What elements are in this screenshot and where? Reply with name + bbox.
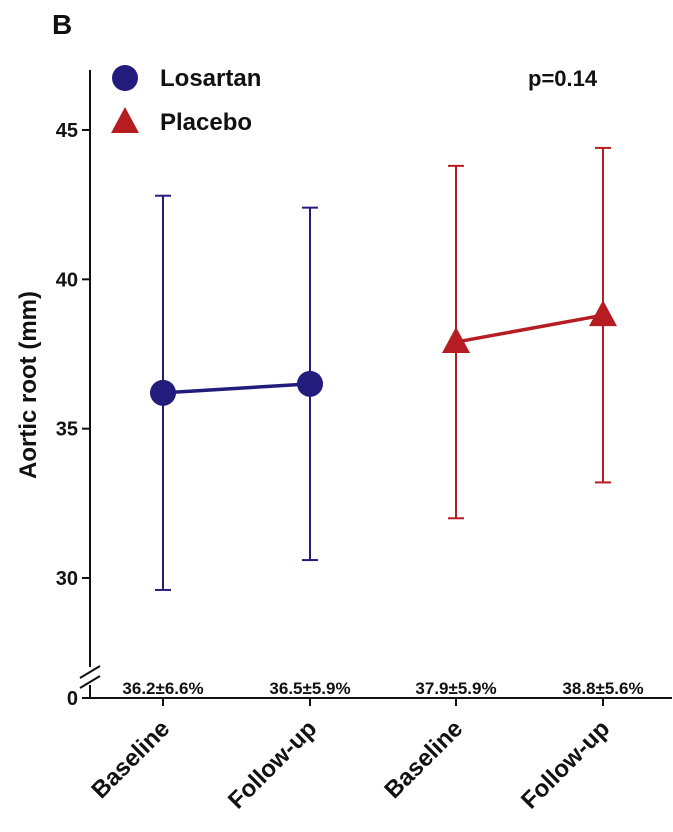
y-tick-label: 35 [56,419,78,441]
legend-item-losartan: Losartan [112,65,261,92]
series-layer: 36.2±6.6% 36.5±5.9% 37.9±5.9% 38.8±5.6% [122,146,644,698]
data-label: 36.2±6.6% [122,679,203,698]
axes: 0 30 35 40 45 Baseline Follow-up Baseline Follow… [56,70,672,814]
legend-label: Placebo [160,109,252,136]
x-tick-label: Follow-up [516,715,615,814]
legend-label: Losartan [160,65,261,92]
series-line [162,382,311,395]
axis-break-mark [79,665,101,679]
x-tick-label: Follow-up [223,715,322,814]
y-axis-label: Aortic root (mm) [15,291,42,479]
axis-break-mark [79,675,101,689]
data-label: 36.5±5.9% [269,679,350,698]
y-tick-label: 40 [56,269,78,291]
y-tick-label: 0 [67,688,78,710]
panel-label: B [52,9,72,40]
legend-item-placebo: Placebo [111,107,252,136]
legend: Losartan Placebo [111,65,261,136]
data-label: 38.8±5.6% [562,679,643,698]
y-tick-label: 30 [56,568,78,590]
y-tick-label: 45 [56,120,78,142]
data-point-circle [297,370,323,397]
legend-marker-circle [112,65,138,91]
legend-marker-triangle [111,107,139,133]
series-placebo: 37.9±5.9% 38.8±5.6% [415,146,644,698]
series-losartan: 36.2±6.6% 36.5±5.9% [122,194,351,698]
data-point-circle [150,379,176,406]
x-tick-label: Baseline [86,715,175,804]
data-point-triangle [442,327,470,354]
x-tick-label: Baseline [379,715,468,804]
series-line [455,313,604,344]
data-label: 37.9±5.9% [415,679,496,698]
data-point-triangle [589,300,617,327]
p-value-annotation: p=0.14 [528,66,598,91]
